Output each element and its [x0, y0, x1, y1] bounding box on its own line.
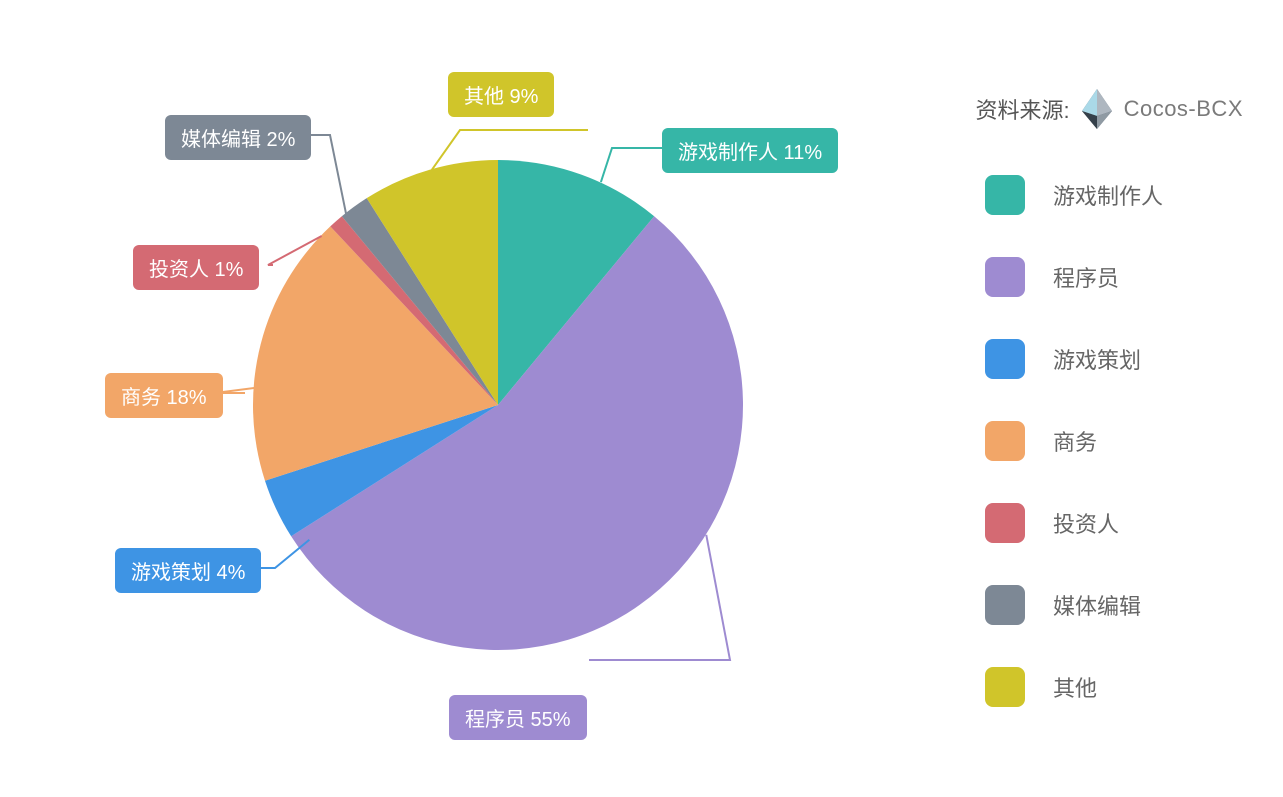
- callout-programmer: 程序员 55%: [449, 695, 587, 740]
- callout-media_editor: 媒体编辑 2%: [165, 115, 311, 160]
- callout-other: 其他 9%: [448, 72, 554, 117]
- legend-item-2: 游戏策划: [985, 339, 1163, 379]
- legend-item-1: 程序员: [985, 257, 1163, 297]
- legend-label: 媒体编辑: [1053, 589, 1141, 621]
- chart-container: 游戏制作人 11% 程序员 55% 游戏策划 4% 商务 18% 投资人 1% 媒体编辑 …: [0, 0, 1283, 797]
- legend-swatch: [985, 175, 1025, 215]
- legend-label: 游戏制作人: [1053, 179, 1163, 211]
- callout-business: 商务 18%: [105, 373, 223, 418]
- legend: 游戏制作人程序员游戏策划商务投资人媒体编辑其他: [985, 175, 1163, 707]
- legend-label: 程序员: [1053, 261, 1119, 293]
- legend-swatch: [985, 667, 1025, 707]
- legend-item-0: 游戏制作人: [985, 175, 1163, 215]
- legend-item-6: 其他: [985, 667, 1163, 707]
- legend-item-5: 媒体编辑: [985, 585, 1163, 625]
- legend-label: 投资人: [1053, 507, 1119, 539]
- callout-investor: 投资人 1%: [133, 245, 259, 290]
- legend-item-4: 投资人: [985, 503, 1163, 543]
- legend-label: 商务: [1053, 425, 1097, 457]
- legend-swatch: [985, 339, 1025, 379]
- callout-game_planner: 游戏策划 4%: [115, 548, 261, 593]
- legend-swatch: [985, 421, 1025, 461]
- leader-line-game_producer: [601, 148, 662, 182]
- legend-label: 其他: [1053, 671, 1097, 703]
- legend-swatch: [985, 257, 1025, 297]
- cocos-bcx-logo-icon: [1080, 88, 1114, 130]
- legend-swatch: [985, 503, 1025, 543]
- source-block: 资料来源: Cocos-BCX: [975, 88, 1243, 130]
- legend-label: 游戏策划: [1053, 343, 1141, 375]
- legend-item-3: 商务: [985, 421, 1163, 461]
- leader-line-media_editor: [305, 135, 346, 214]
- legend-swatch: [985, 585, 1025, 625]
- callout-game_producer: 游戏制作人 11%: [662, 128, 838, 173]
- brand-text: Cocos-BCX: [1124, 96, 1243, 122]
- source-label: 资料来源:: [975, 93, 1069, 125]
